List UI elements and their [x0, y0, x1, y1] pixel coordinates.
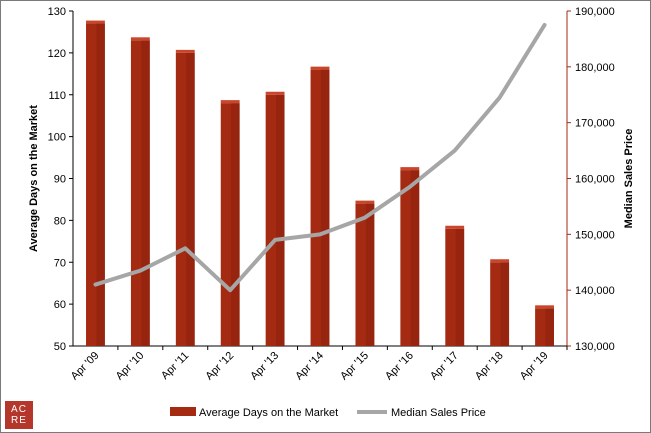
bar-top: [310, 66, 330, 70]
right-axis-title: Median Sales Price: [623, 129, 635, 229]
left-tick-label: 60: [54, 299, 66, 311]
bar-shade: [410, 170, 420, 346]
x-tick-label: Apr '18: [473, 350, 506, 383]
x-tick-label: Apr '12: [203, 350, 236, 383]
bar-shade: [500, 262, 510, 346]
x-tick-label: Apr '10: [114, 350, 147, 383]
logo-line-2: RE: [11, 415, 27, 426]
x-tick-label: Apr '14: [293, 350, 326, 383]
bar-top: [175, 49, 195, 53]
right-tick-label: 130,000: [575, 341, 615, 353]
logo-line-1: AC: [11, 404, 27, 415]
bar-shade: [231, 103, 240, 346]
right-tick-label: 150,000: [575, 229, 615, 241]
bar-shade: [186, 52, 195, 346]
bar-top: [355, 200, 375, 204]
left-tick-label: 70: [54, 257, 66, 269]
bar-top: [86, 20, 105, 24]
x-tick-label: Apr '15: [338, 350, 371, 383]
right-tick-label: 140,000: [575, 285, 615, 297]
left-tick-label: 90: [54, 174, 66, 186]
right-tick-label: 160,000: [575, 174, 615, 186]
x-tick-label: Apr '09: [69, 350, 102, 383]
bar-top: [400, 167, 420, 171]
bar-shade: [455, 228, 465, 346]
left-tick-label: 50: [54, 341, 66, 353]
x-tick-label: Apr '13: [248, 350, 281, 383]
bar-top: [220, 100, 240, 104]
right-tick-label: 170,000: [575, 118, 615, 130]
bar-top: [490, 259, 510, 263]
bar-top: [130, 37, 150, 41]
right-tick-label: 180,000: [575, 62, 615, 74]
legend-bar-label: Average Days on the Market: [199, 407, 338, 419]
bar-top: [265, 91, 285, 95]
bar-top: [445, 225, 465, 229]
left-tick-label: 80: [54, 215, 66, 227]
acre-logo: AC RE: [5, 401, 33, 429]
x-tick-label: Apr '17: [428, 350, 461, 383]
x-tick-label: Apr '16: [383, 350, 416, 383]
x-tick-label: Apr '19: [518, 350, 551, 383]
bar-shade: [96, 23, 105, 346]
bar-shade: [545, 308, 554, 346]
right-tick-label: 190,000: [575, 6, 615, 18]
legend-line-label: Median Sales Price: [391, 407, 486, 419]
left-tick-label: 130: [48, 6, 66, 18]
bar-top: [535, 305, 554, 309]
bar-shade: [320, 69, 330, 346]
bar-shade: [141, 40, 150, 346]
left-tick-label: 100: [48, 132, 66, 144]
bar-shade: [276, 94, 285, 346]
bar-shade: [365, 203, 375, 346]
legend-bar-swatch: [170, 407, 196, 416]
left-tick-label: 110: [48, 90, 66, 102]
x-tick-label: Apr '11: [159, 350, 191, 382]
left-tick-label: 120: [48, 48, 66, 60]
left-axis-title: Average Days on the Market: [28, 105, 40, 252]
